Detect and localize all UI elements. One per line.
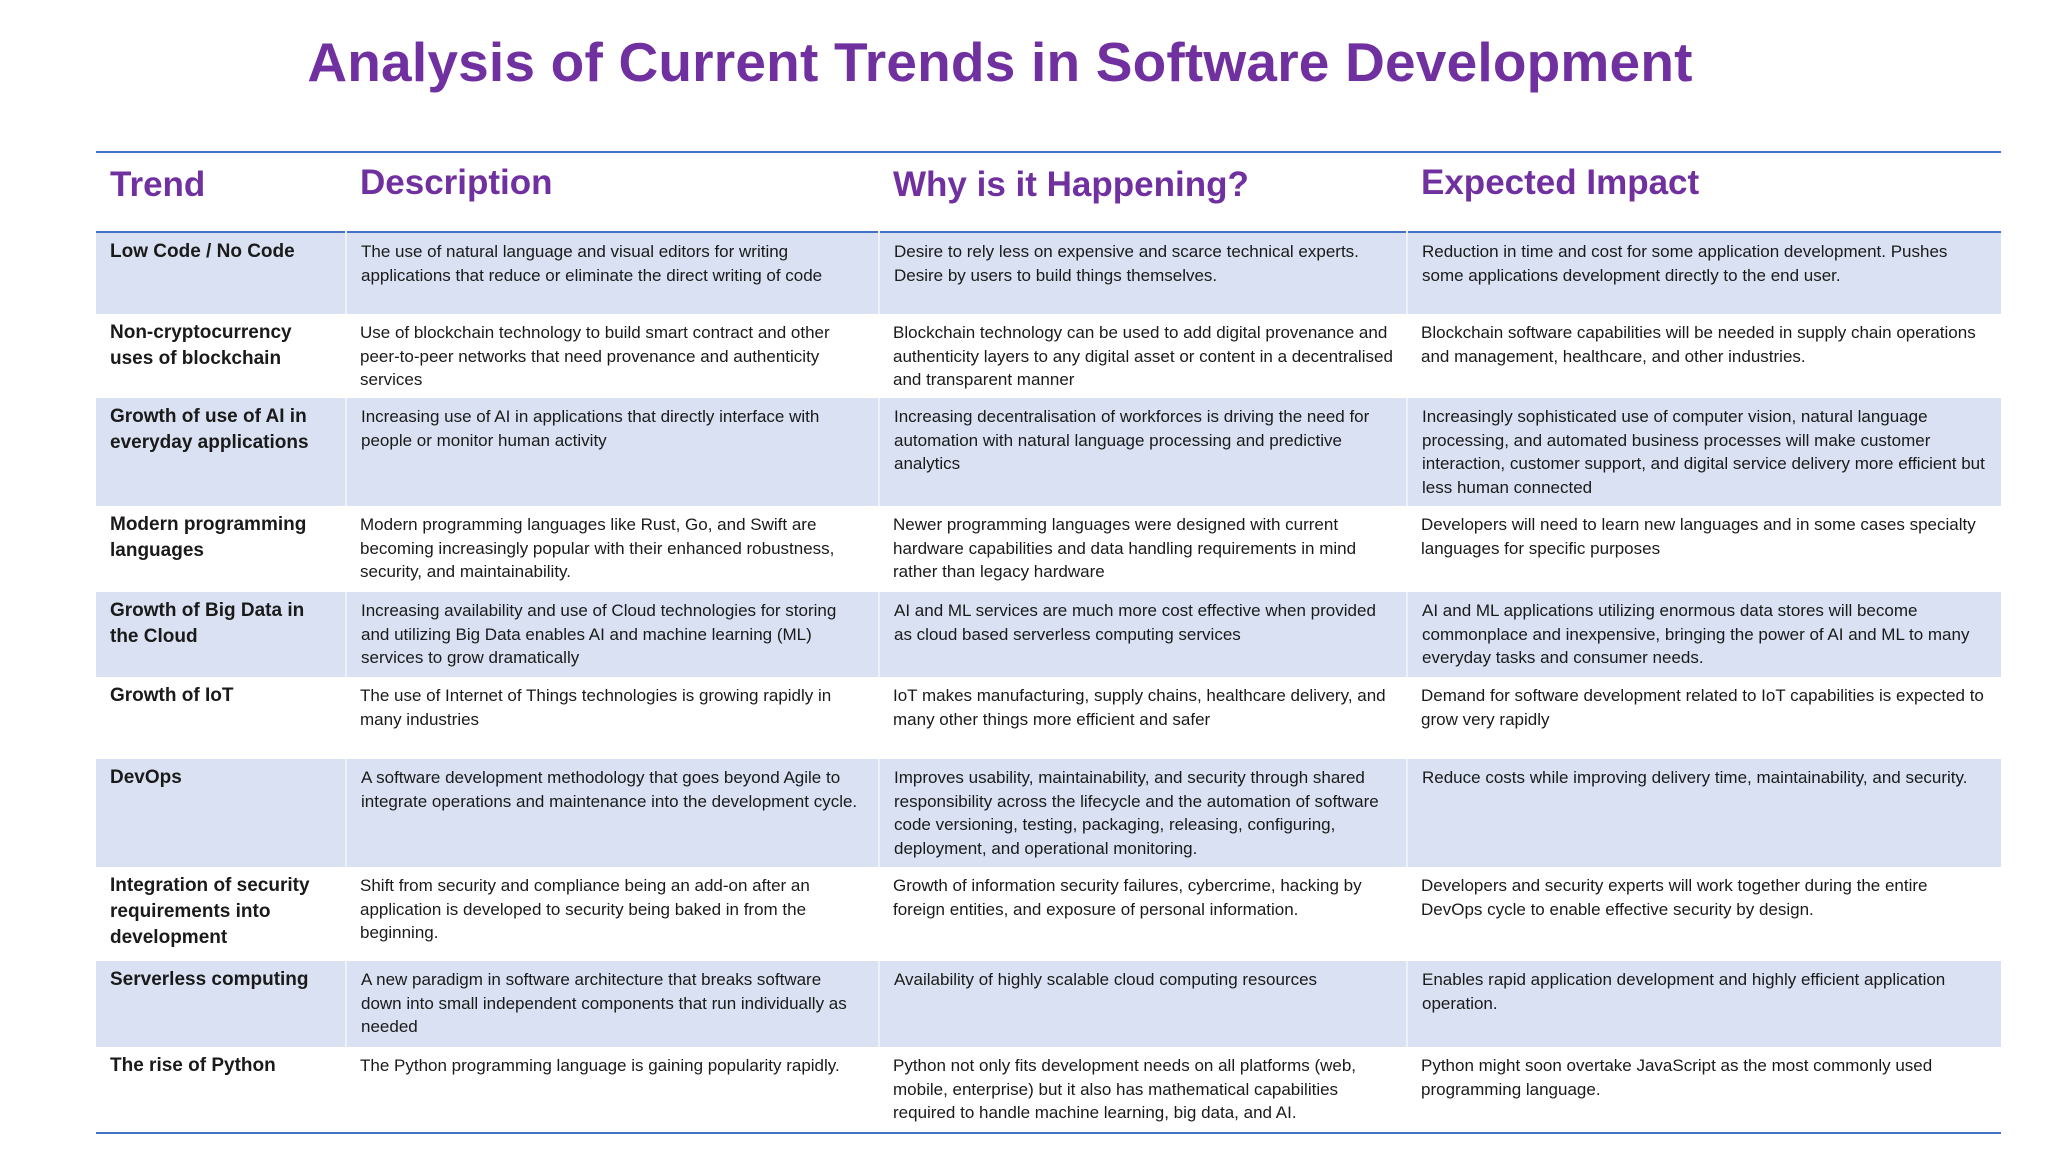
impact-cell: Developers and security experts will wor…: [1407, 867, 2001, 961]
impact-cell: Developers will need to learn new langua…: [1407, 506, 2001, 592]
impact-cell: Demand for software development related …: [1407, 677, 2001, 759]
description-cell: Shift from security and compliance being…: [346, 867, 879, 961]
table-row: Growth of use of AI in everyday applicat…: [96, 398, 2001, 506]
description-cell: Use of blockchain technology to build sm…: [346, 314, 879, 398]
why-cell: AI and ML services are much more cost ef…: [878, 592, 1407, 677]
column-header-why: Why is it Happening?: [893, 165, 1249, 204]
description-cell: Increasing use of AI in applications tha…: [345, 398, 879, 506]
trend-cell: Growth of Big Data in the Cloud: [96, 592, 346, 677]
why-cell: Desire to rely less on expensive and sca…: [878, 232, 1407, 314]
table-row: Growth of IoT The use of Internet of Thi…: [96, 677, 2001, 759]
page-title: Analysis of Current Trends in Software D…: [307, 31, 1693, 93]
why-cell: Availability of highly scalable cloud co…: [878, 961, 1407, 1047]
table-row: Modern programming languages Modern prog…: [96, 506, 2001, 592]
why-cell: Python not only fits development needs o…: [879, 1047, 1407, 1133]
trend-cell: Modern programming languages: [96, 506, 346, 592]
table-row: Integration of security requirements int…: [96, 867, 2001, 961]
trend-cell: Growth of IoT: [96, 677, 346, 759]
impact-cell: Reduce costs while improving delivery ti…: [1406, 759, 2001, 867]
table-row: Low Code / No Code The use of natural la…: [96, 232, 2001, 314]
table-row: The rise of Python The Python programmin…: [96, 1047, 2001, 1133]
impact-cell: Reduction in time and cost for some appl…: [1406, 232, 2001, 314]
table-row: Growth of Big Data in the Cloud Increasi…: [96, 592, 2001, 677]
impact-cell: Increasingly sophisticated use of comput…: [1406, 398, 2001, 506]
table-header-row: Trend Description Why is it Happening? E…: [96, 152, 2001, 232]
why-cell: Improves usability, maintainability, and…: [878, 759, 1407, 867]
column-header-description: Description: [360, 163, 553, 202]
description-cell: The use of Internet of Things technologi…: [346, 677, 879, 759]
trend-cell: The rise of Python: [96, 1047, 346, 1133]
table-row: Serverless computing A new paradigm in s…: [96, 961, 2001, 1047]
trend-cell: DevOps: [96, 759, 346, 867]
impact-cell: AI and ML applications utilizing enormou…: [1406, 592, 2001, 677]
column-header-trend: Trend: [110, 165, 206, 204]
table-row: Non-cryptocurrency uses of blockchain Us…: [96, 314, 2001, 398]
description-cell: A new paradigm in software architecture …: [345, 961, 879, 1047]
column-header-impact: Expected Impact: [1421, 163, 1700, 202]
description-cell: Increasing availability and use of Cloud…: [345, 592, 879, 677]
why-cell: Newer programming languages were designe…: [879, 506, 1407, 592]
trend-cell: Low Code / No Code: [96, 232, 346, 314]
impact-cell: Python might soon overtake JavaScript as…: [1407, 1047, 2001, 1133]
trend-cell: Integration of security requirements int…: [96, 867, 346, 961]
why-cell: Increasing decentralisation of workforce…: [878, 398, 1407, 506]
description-cell: The use of natural language and visual e…: [345, 232, 879, 314]
description-cell: The Python programming language is gaini…: [346, 1047, 879, 1133]
trend-cell: Non-cryptocurrency uses of blockchain: [96, 314, 346, 398]
description-cell: A software development methodology that …: [345, 759, 879, 867]
why-cell: Blockchain technology can be used to add…: [879, 314, 1407, 398]
impact-cell: Blockchain software capabilities will be…: [1407, 314, 2001, 398]
description-cell: Modern programming languages like Rust, …: [346, 506, 879, 592]
table-row: DevOps A software development methodolog…: [96, 759, 2001, 867]
trend-cell: Serverless computing: [96, 961, 346, 1047]
why-cell: IoT makes manufacturing, supply chains, …: [879, 677, 1407, 759]
trend-cell: Growth of use of AI in everyday applicat…: [96, 398, 346, 506]
trends-table: Trend Description Why is it Happening? E…: [96, 151, 2001, 1134]
impact-cell: Enables rapid application development an…: [1406, 961, 2001, 1047]
why-cell: Growth of information security failures,…: [879, 867, 1407, 961]
trends-table-container: Trend Description Why is it Happening? E…: [96, 151, 2001, 1134]
